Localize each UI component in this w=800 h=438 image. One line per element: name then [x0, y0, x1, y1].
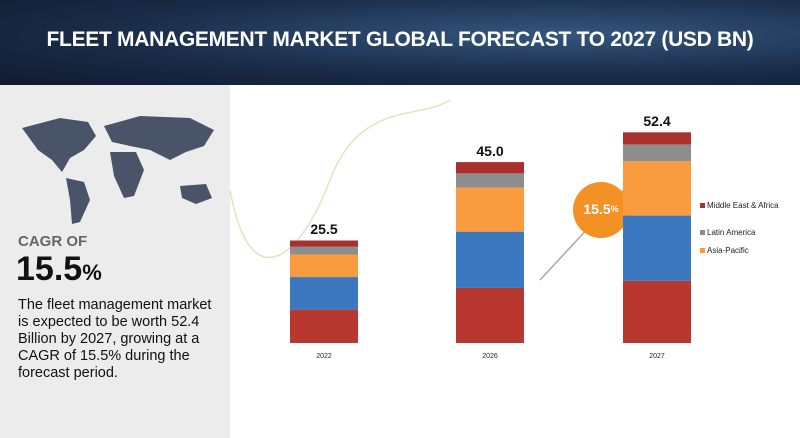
bubble-unit: %	[611, 204, 619, 214]
bar-segment	[623, 161, 691, 216]
bar-segment	[623, 280, 691, 343]
title: FLEET MANAGEMENT MARKET GLOBAL FORECAST …	[46, 28, 754, 51]
cagr-bubble	[573, 182, 629, 238]
cagr-text: 15.5%	[16, 250, 102, 289]
world-map	[22, 116, 214, 224]
bar-segment	[290, 246, 358, 255]
legend-swatch	[700, 248, 705, 253]
bar-segment	[456, 187, 524, 232]
bar-segment	[456, 231, 524, 288]
bar-segment	[290, 309, 358, 343]
legend-swatch	[700, 230, 705, 235]
bar-segment	[456, 173, 524, 188]
bar-segment	[290, 254, 358, 278]
total-label: 45.0	[476, 143, 503, 159]
bubble-text: 15.5%	[583, 201, 618, 217]
x-tick-label: 2027	[649, 353, 665, 360]
bubble-value: 15.5	[583, 201, 610, 217]
bar-segment	[290, 277, 358, 310]
bar-segment	[290, 240, 358, 247]
cagr-value: 15.5	[16, 250, 83, 288]
legend-swatch	[700, 203, 705, 208]
cagr-unit: %	[82, 260, 102, 285]
legend-label: Latin America	[707, 228, 756, 237]
cagr-label: CAGR OF	[18, 233, 88, 250]
x-tick-label: 2026	[482, 353, 498, 360]
bar-segment	[623, 132, 691, 145]
legend-label: Asia-Pacific	[707, 246, 749, 255]
decor-curve	[229, 99, 451, 259]
total-label: 25.5	[310, 221, 337, 237]
bar-segment	[456, 162, 524, 174]
legend-label: Middle East & Africa	[707, 201, 779, 210]
bar-segment	[456, 287, 524, 343]
header: FLEET MANAGEMENT MARKET GLOBAL FORECAST …	[0, 0, 800, 85]
description: The fleet management market is expected …	[18, 297, 212, 381]
x-tick-label: 2022	[316, 353, 332, 360]
total-label: 52.4	[643, 113, 670, 129]
bar-segment	[623, 144, 691, 162]
bar-segment	[623, 215, 691, 281]
